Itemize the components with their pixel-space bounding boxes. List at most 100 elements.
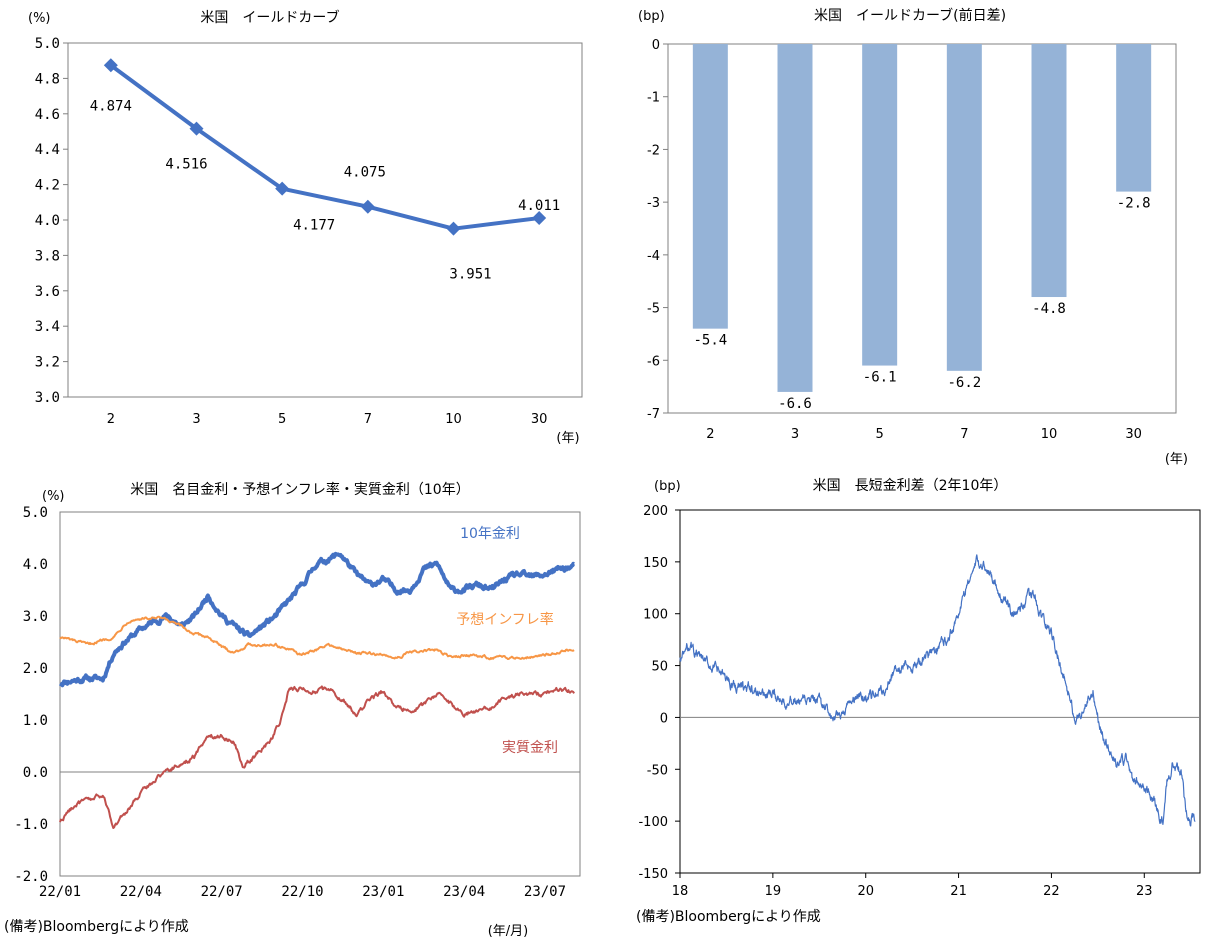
data-point-marker xyxy=(446,221,461,236)
y-tick-label: 200 xyxy=(643,504,668,519)
x-tick-label: 23/01 xyxy=(362,884,404,900)
chart-title: 米国 名目金利・予想インフレ率・実質金利（10年） xyxy=(130,481,469,498)
y-axis-unit: (bp) xyxy=(638,9,665,24)
series-line xyxy=(59,615,575,661)
term-spread-chart: 米国 長短金利差（2年10年） (bp) 200 150 100 50 0 -50 -100 -1… xyxy=(638,478,1201,899)
y-tick-label: 3.2 xyxy=(35,355,60,371)
bar xyxy=(777,44,813,392)
data-label: 4.177 xyxy=(293,218,335,234)
data-label: 3.951 xyxy=(449,267,491,283)
x-tick-label: 10 xyxy=(445,412,462,427)
spread-line xyxy=(679,554,1196,827)
y-tick-label: 5.0 xyxy=(35,36,60,52)
series-annotation: 実質金利 xyxy=(502,740,558,756)
y-tick-label: 4.6 xyxy=(35,107,60,123)
data-label: 4.516 xyxy=(165,157,207,173)
x-tick-label: 22/04 xyxy=(120,884,162,900)
y-tick-label: 5.0 xyxy=(23,505,48,521)
series-line xyxy=(58,551,576,688)
data-label: 4.011 xyxy=(518,198,560,214)
y-tick-label: -3 xyxy=(647,196,660,211)
y-tick-label: 3.0 xyxy=(23,609,48,625)
bar xyxy=(1031,44,1067,298)
data-point-marker xyxy=(103,58,118,73)
x-tick-label: 20 xyxy=(857,884,874,899)
x-tick-label: 22/07 xyxy=(201,884,243,900)
x-tick-label: 30 xyxy=(1125,427,1142,442)
plot-area-border xyxy=(679,509,1201,874)
y-tick-label: 150 xyxy=(643,556,668,571)
y-tick-label: -100 xyxy=(638,815,668,830)
bar xyxy=(1116,44,1152,192)
x-axis-unit: (年) xyxy=(556,431,579,446)
data-point-marker xyxy=(275,181,290,196)
y-tick-label: -50 xyxy=(647,763,668,778)
data-label: 4.874 xyxy=(90,98,132,114)
bar xyxy=(692,44,728,329)
chart-title: 米国 長短金利差（2年10年） xyxy=(813,478,1008,494)
x-tick-label: 5 xyxy=(876,427,884,442)
x-tick-label: 22/10 xyxy=(281,884,323,900)
x-tick-label: 7 xyxy=(364,412,372,427)
y-tick-label: 50 xyxy=(651,660,668,675)
data-point-marker xyxy=(532,211,547,226)
y-tick-label: 4.4 xyxy=(35,142,60,158)
y-tick-label: 3.4 xyxy=(35,319,60,335)
x-tick-label: 7 xyxy=(960,427,968,442)
x-axis-unit: (年/月) xyxy=(488,924,529,939)
y-tick-label: 2.0 xyxy=(23,661,48,677)
y-tick-label: -150 xyxy=(638,867,668,882)
x-tick-label: 5 xyxy=(278,412,286,427)
y-tick-label: -2.0 xyxy=(14,869,48,885)
x-tick-label: 23 xyxy=(1136,884,1153,899)
source-note-right: (備考)Bloombergにより作成 xyxy=(636,909,821,925)
data-label: -5.4 xyxy=(693,333,727,349)
x-tick-label: 3 xyxy=(791,427,799,442)
x-tick-label: 23/07 xyxy=(524,884,566,900)
y-tick-label: 100 xyxy=(643,608,668,623)
x-tick-label: 22 xyxy=(1043,884,1060,899)
bar xyxy=(946,44,982,371)
y-tick-label: -1 xyxy=(647,91,660,106)
data-label: -4.8 xyxy=(1032,301,1066,317)
data-label: -6.2 xyxy=(947,375,981,391)
source-note-left: (備考)Bloombergにより作成 xyxy=(4,919,189,935)
y-tick-label: 4.0 xyxy=(23,557,48,573)
x-tick-label: 19 xyxy=(765,884,782,899)
x-tick-label: 2 xyxy=(107,412,115,427)
chart-title: 米国 イールドカーブ(前日差) xyxy=(814,7,1006,24)
y-tick-label: 0.0 xyxy=(23,765,48,781)
x-tick-label: 30 xyxy=(531,412,548,427)
y-tick-label: 0 xyxy=(660,711,668,726)
x-tick-label: 21 xyxy=(950,884,967,899)
data-point-marker xyxy=(360,199,375,214)
yield-curve-change-chart: 米国 イールドカーブ(前日差) (bp) 0 -1 -2 -3 -4 -5 -6 -7 -5.4 2 -… xyxy=(638,7,1188,467)
y-tick-label: -6 xyxy=(647,354,660,369)
yield-line xyxy=(109,63,540,231)
data-point-marker xyxy=(189,121,204,136)
series-line xyxy=(59,685,575,829)
y-tick-label: 0 xyxy=(652,38,660,53)
y-axis-unit: (%) xyxy=(42,489,65,504)
y-axis-unit: (bp) xyxy=(654,479,681,494)
y-tick-label: 3.8 xyxy=(35,248,60,264)
plot-area-border xyxy=(59,511,581,877)
x-tick-label: 10 xyxy=(1041,427,1058,442)
data-label: -6.1 xyxy=(863,370,897,386)
bar xyxy=(862,44,898,366)
nominal-inflation-real-rate-chart: 米国 名目金利・予想インフレ率・実質金利（10年） (%) -2.0 -1.0 0.0 1… xyxy=(14,481,581,939)
y-tick-label: 1.0 xyxy=(23,713,48,729)
series-annotation: 10年金利 xyxy=(460,526,520,542)
data-label: -6.6 xyxy=(778,396,812,412)
data-label: 4.075 xyxy=(344,165,386,181)
x-tick-label: 18 xyxy=(672,884,689,899)
y-tick-label: -1.0 xyxy=(14,817,48,833)
y-tick-label: -5 xyxy=(647,302,660,317)
x-tick-label: 2 xyxy=(706,427,714,442)
y-tick-label: 4.0 xyxy=(35,213,60,229)
data-label: -2.8 xyxy=(1117,196,1151,212)
y-tick-label: 4.8 xyxy=(35,71,60,87)
plot-area-border xyxy=(667,43,1177,414)
x-axis-unit: (年) xyxy=(1165,452,1188,467)
y-tick-label: 3.0 xyxy=(35,390,60,406)
